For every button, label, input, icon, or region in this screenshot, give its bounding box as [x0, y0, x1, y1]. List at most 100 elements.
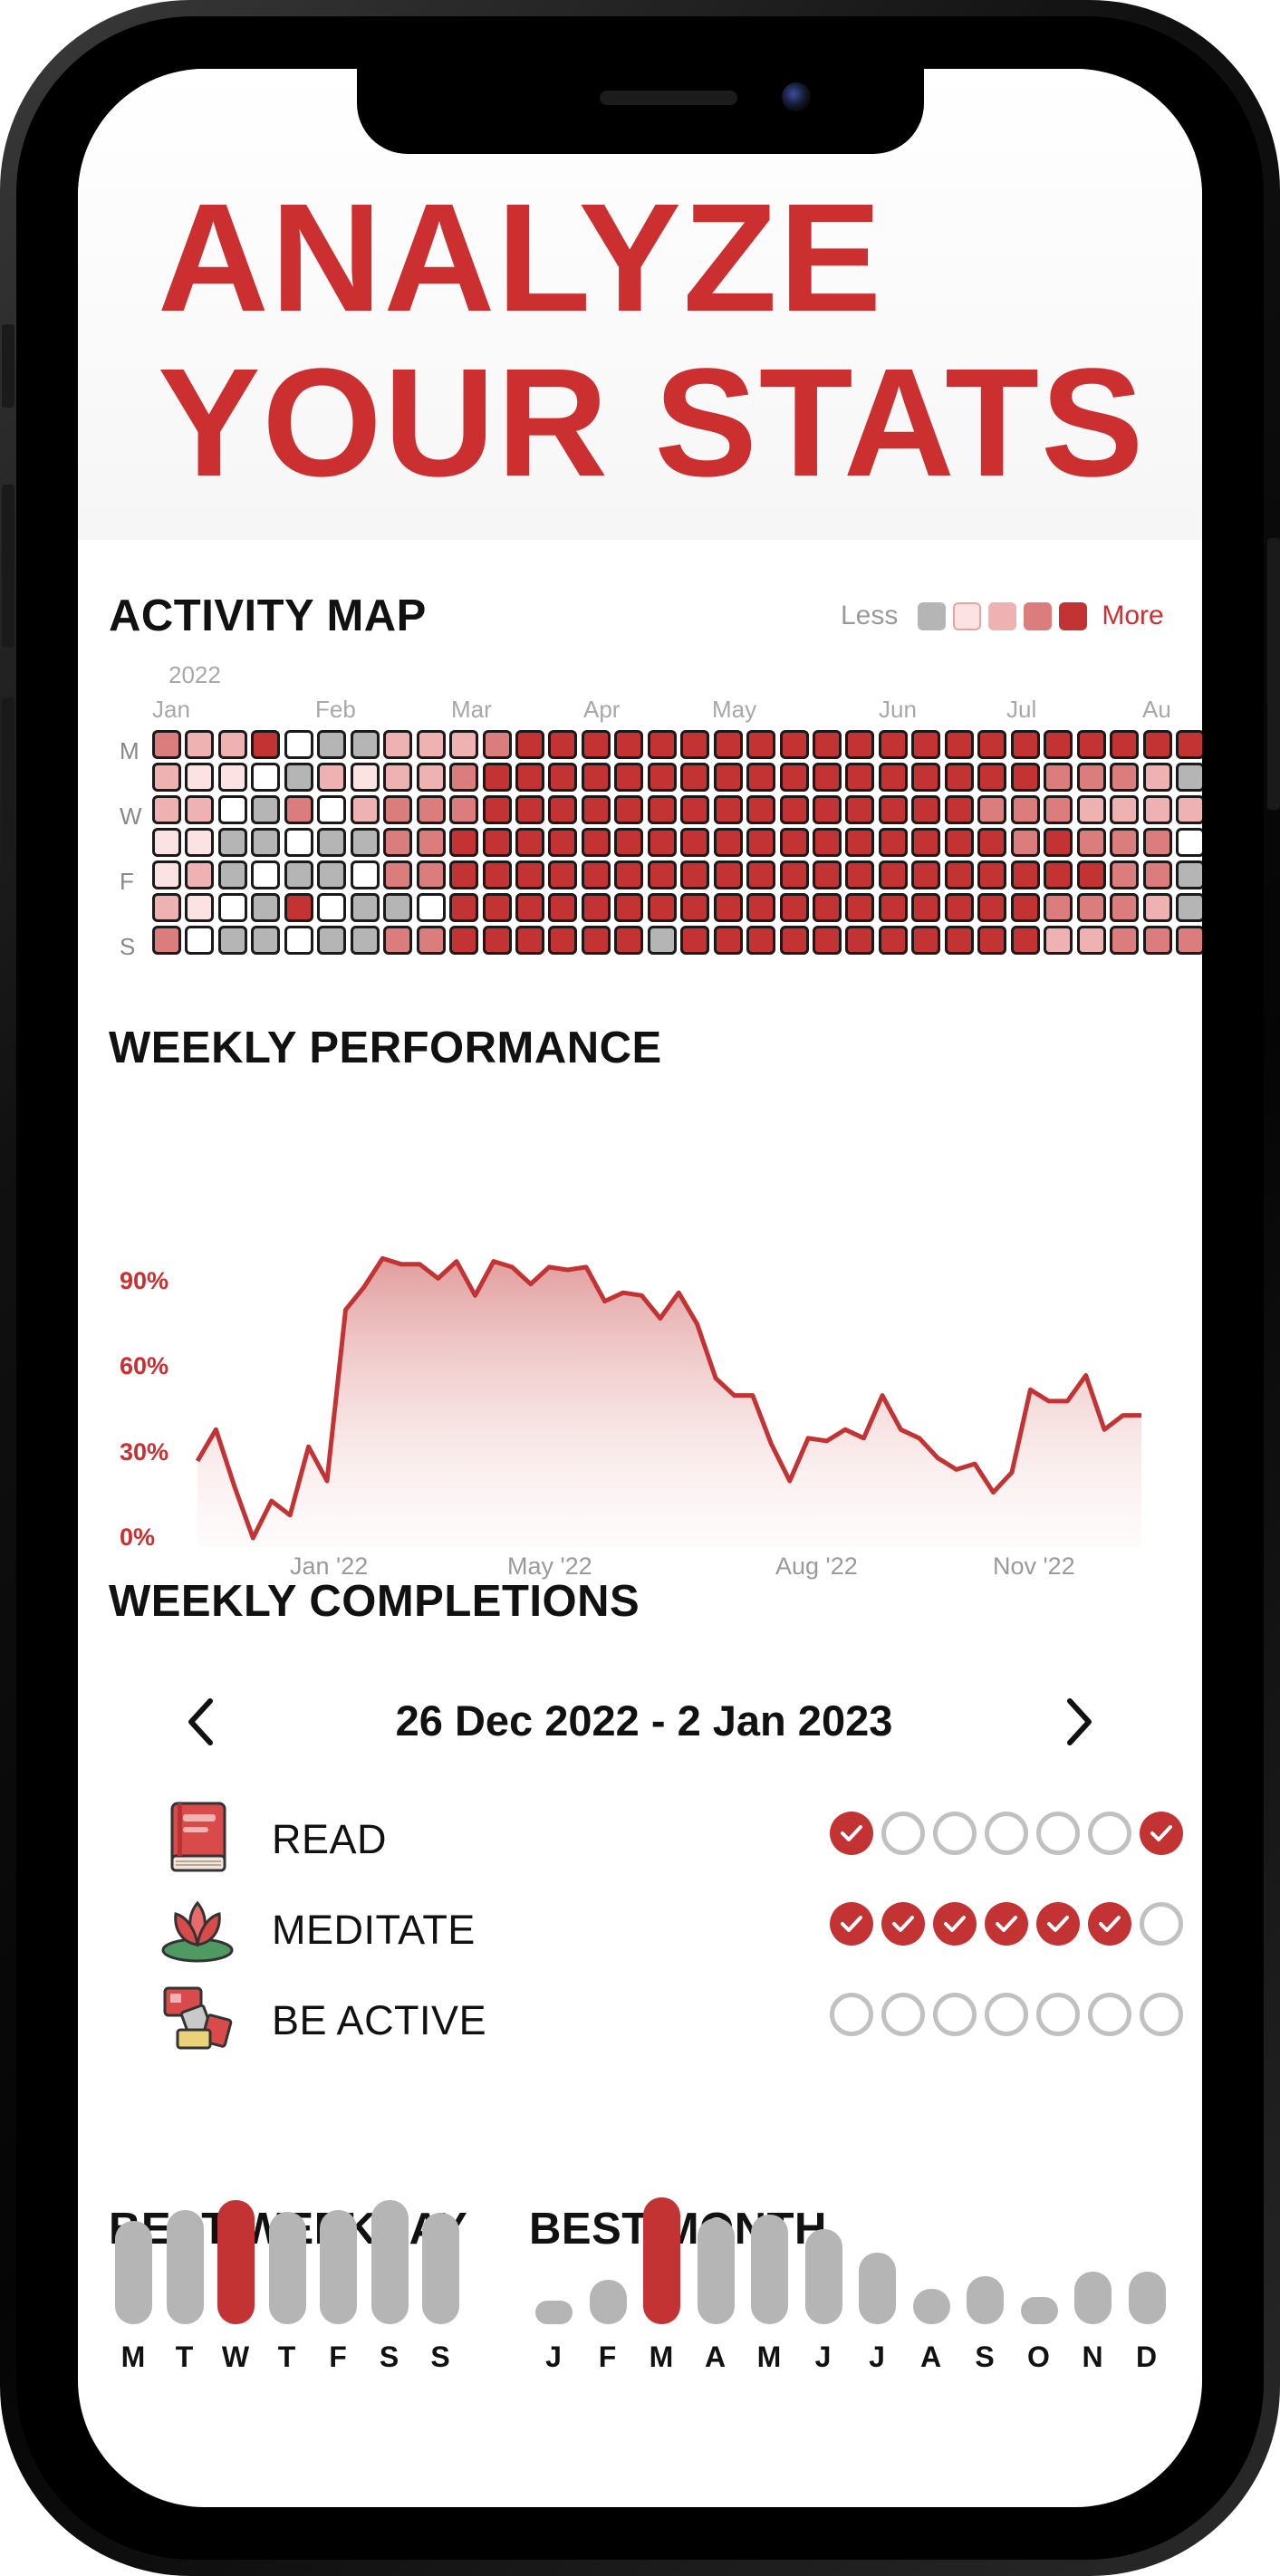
activity-cell — [152, 860, 181, 889]
habit-row-be-active[interactable]: BE ACTIVE — [159, 1981, 1183, 2057]
bar — [751, 2215, 788, 2324]
activity-cell — [482, 926, 512, 955]
activity-cell — [284, 828, 313, 857]
completion-dot-done[interactable] — [830, 1902, 873, 1946]
activity-cell — [647, 730, 677, 759]
completion-dot-done[interactable] — [830, 1812, 873, 1855]
activity-cell — [581, 730, 611, 759]
activity-cell — [1076, 730, 1106, 759]
activity-cell — [251, 860, 281, 889]
activity-month-label: Au — [1142, 696, 1171, 723]
checkmark-icon — [944, 1916, 966, 1932]
habit-row-meditate[interactable]: MEDITATE — [159, 1890, 1183, 1966]
activity-cell — [449, 860, 479, 889]
next-week-button[interactable] — [1053, 1695, 1107, 1749]
activity-cell — [482, 763, 512, 792]
completion-dot-done[interactable] — [1036, 1902, 1080, 1946]
activity-cell — [944, 893, 974, 922]
activity-cell — [251, 893, 281, 922]
checkmark-icon — [841, 1916, 862, 1932]
bar-label: N — [1082, 2341, 1103, 2373]
activity-cell — [911, 860, 941, 889]
activity-cell — [185, 763, 215, 792]
activity-cell — [515, 893, 544, 922]
activity-cell — [779, 926, 809, 955]
activity-cell — [251, 828, 281, 857]
completion-dot-empty[interactable] — [985, 1812, 1028, 1855]
activity-cell — [185, 926, 215, 955]
activity-cell — [746, 795, 776, 824]
activity-cell — [350, 828, 380, 857]
completion-dot-empty[interactable] — [1088, 1993, 1131, 2036]
activity-cell — [449, 730, 479, 759]
completion-dot-done[interactable] — [1140, 1812, 1183, 1855]
bar-label: M — [120, 2341, 146, 2373]
activity-cell — [911, 763, 941, 792]
legend-swatch-3 — [1024, 601, 1053, 630]
activity-cell — [680, 828, 710, 857]
completion-dot-empty[interactable] — [881, 1993, 925, 2036]
activity-cell — [217, 926, 247, 955]
completion-dot-empty[interactable] — [881, 1812, 925, 1855]
bar — [804, 2229, 842, 2324]
activity-cell — [383, 795, 413, 824]
activity-cell — [515, 795, 544, 824]
completion-dot-empty[interactable] — [933, 1812, 977, 1855]
activity-cell — [1110, 926, 1140, 955]
activity-cell — [152, 828, 181, 857]
completion-dot-empty[interactable] — [1036, 1812, 1080, 1855]
activity-cell — [251, 763, 281, 792]
activity-cell — [680, 763, 710, 792]
checkmark-icon — [1047, 1916, 1069, 1932]
activity-cell — [878, 926, 908, 955]
completion-dot-empty[interactable] — [1140, 1993, 1183, 2036]
activity-cell — [1110, 763, 1140, 792]
completion-dot-done[interactable] — [881, 1902, 925, 1946]
activity-cell — [1175, 795, 1202, 824]
activity-cell — [317, 730, 347, 759]
completion-dot-empty[interactable] — [933, 1993, 977, 2036]
completion-dot-done[interactable] — [933, 1902, 977, 1946]
weekly-performance-title: WEEKLY PERFORMANCE — [109, 1024, 662, 1072]
completion-dot-empty[interactable] — [830, 1993, 873, 2036]
completion-dot-done[interactable] — [985, 1902, 1028, 1946]
activity-cell — [152, 893, 181, 922]
activity-cell — [416, 795, 446, 824]
completion-dot-empty[interactable] — [1036, 1993, 1080, 2036]
activity-cell — [1110, 893, 1140, 922]
activity-cell — [548, 763, 578, 792]
checkmark-icon — [1099, 1916, 1121, 1932]
activity-cell — [284, 926, 313, 955]
activity-cell — [251, 730, 281, 759]
activity-cell — [878, 828, 908, 857]
completion-dot-empty[interactable] — [1140, 1902, 1183, 1946]
dumbbell-icon — [159, 1981, 236, 2057]
activity-cell — [813, 893, 842, 922]
camera-icon — [782, 82, 811, 111]
activity-cell — [416, 730, 446, 759]
activity-cell — [217, 828, 247, 857]
activity-cell — [845, 893, 875, 922]
activity-cell — [383, 893, 413, 922]
activity-cell — [482, 828, 512, 857]
activity-cell — [383, 730, 413, 759]
checkmark-icon — [892, 1916, 914, 1932]
activity-cell — [1044, 893, 1073, 922]
activity-cell — [185, 730, 215, 759]
habit-row-read[interactable]: READ — [159, 1800, 1183, 1876]
activity-cell — [317, 763, 347, 792]
completion-dot-done[interactable] — [1088, 1902, 1131, 1946]
activity-cell — [515, 828, 544, 857]
activity-cell — [449, 828, 479, 857]
activity-cell — [581, 860, 611, 889]
completion-dot-empty[interactable] — [985, 1993, 1028, 2036]
activity-cell — [416, 926, 446, 955]
completion-dot-empty[interactable] — [1088, 1812, 1131, 1855]
activity-cell — [614, 730, 644, 759]
activity-cell — [779, 763, 809, 792]
activity-cell — [581, 795, 611, 824]
activity-cell — [1175, 893, 1202, 922]
activity-cell — [1142, 763, 1172, 792]
activity-cell — [449, 926, 479, 955]
previous-week-button[interactable] — [173, 1695, 227, 1749]
